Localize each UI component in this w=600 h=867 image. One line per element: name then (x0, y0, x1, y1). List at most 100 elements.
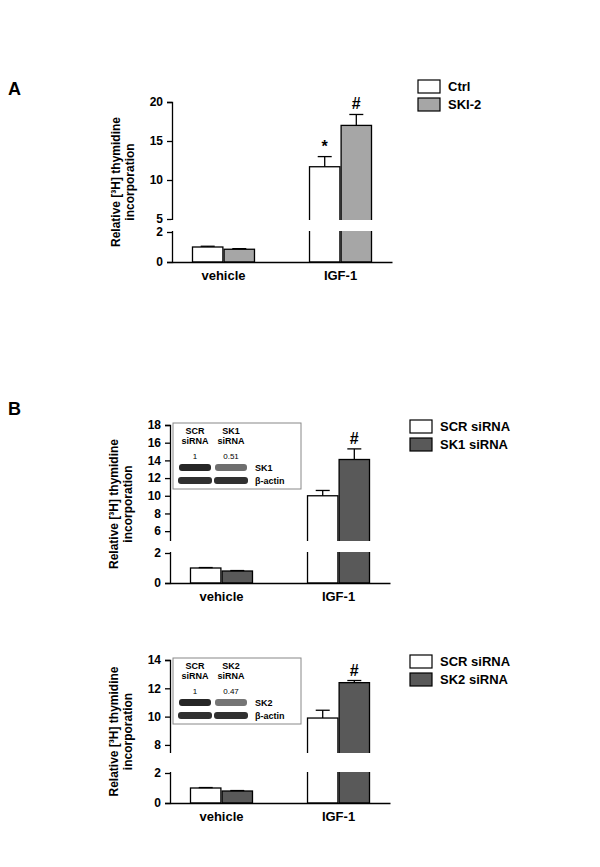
annotation: # (352, 95, 361, 112)
error-bar (347, 449, 361, 460)
error-cap (316, 710, 330, 711)
y-tick: 0 (156, 255, 172, 269)
y-tick-mark (165, 583, 170, 584)
y-tick-label: 6 (154, 524, 161, 538)
legend: CtrlSKI-2 (418, 79, 481, 112)
error-bar (199, 567, 213, 568)
axis-break (171, 220, 397, 231)
y-tick-mark (165, 773, 170, 774)
blot-band (179, 699, 211, 706)
y-tick-mark (165, 478, 170, 479)
blot-band (215, 699, 247, 706)
bar (190, 788, 220, 803)
annotation: # (350, 430, 359, 447)
inset-column-label: SCRsiRNA (181, 661, 209, 681)
y-tick-label: 8 (154, 738, 161, 752)
error-cap (230, 570, 244, 571)
error-stem (324, 157, 325, 167)
inset-row-label: SK1 (255, 463, 273, 473)
x-tick-label: IGF-1 (324, 268, 357, 283)
y-axis-line (167, 103, 173, 263)
y-axis: 0 25 10 15 20 (150, 95, 173, 269)
y-tick-label: 10 (148, 710, 162, 724)
y-tick-label: 18 (148, 418, 162, 432)
y-axis-line (165, 661, 171, 804)
legend: SCR siRNASK1 siRNA (410, 419, 511, 452)
y-tick-label: 10 (150, 173, 164, 187)
x-tick-label: vehicle (199, 809, 243, 824)
y-tick: 10 (148, 489, 170, 503)
bar (192, 247, 222, 262)
bar (222, 791, 252, 803)
error-cap (230, 790, 244, 791)
y-tick-mark (165, 425, 170, 426)
y-tick-label: 0 (154, 576, 161, 590)
inset-ratio: 1 (193, 687, 198, 696)
y-tick-label: 20 (150, 95, 164, 109)
legend-swatch (410, 673, 432, 686)
error-cap (199, 787, 213, 788)
x-tick: vehicle (199, 803, 243, 824)
y-tick-label: 5 (156, 212, 163, 226)
y-tick-mark (167, 262, 172, 263)
chart: 025101520vehicleIGF-1*#Relative [³H] thy… (8, 79, 481, 283)
error-bar (230, 790, 244, 791)
x-tick: IGF-1 (324, 262, 357, 283)
error-bar (232, 248, 246, 250)
inset-row-label: β-actin (255, 711, 285, 721)
y-tick: 2 (154, 546, 170, 560)
legend-swatch (410, 438, 432, 451)
bar (222, 571, 252, 583)
y-tick-mark (167, 180, 172, 181)
inset-column-label: SCRsiRNA (181, 426, 209, 446)
error-cap (347, 680, 361, 681)
inset-ratio: 1 (193, 452, 198, 461)
x-axis-line (171, 583, 391, 584)
blot-inset: SCRsiRNA1SK1siRNA0.51SK1β-actin (173, 423, 301, 489)
error-stem (356, 114, 357, 125)
y-tick-label: 2 (156, 225, 163, 239)
y-tick: 12 (148, 682, 170, 696)
legend-swatch (410, 655, 432, 668)
y-tick-mark (165, 660, 170, 661)
chart: 02681012141618vehicleIGF-1#Relative [³H]… (8, 399, 511, 604)
y-tick-label: 15 (150, 134, 164, 148)
error-bar (199, 787, 213, 788)
axis-break (169, 753, 395, 772)
x-axis: vehicleIGF-1 (171, 803, 391, 824)
legend-label: Ctrl (448, 79, 470, 94)
y-tick: 14 (148, 653, 170, 667)
x-tick-label: vehicle (201, 268, 245, 283)
y-tick: 8 (154, 507, 170, 521)
inset-frame (173, 658, 301, 724)
legend-swatch (418, 80, 440, 93)
inset-column-label: SK1siRNA (217, 426, 245, 446)
bar (224, 249, 254, 262)
bar (339, 460, 369, 584)
y-tick-label: 8 (154, 507, 161, 521)
error-cap (316, 490, 330, 491)
y-tick-mark (165, 513, 170, 514)
y-tick: 10 (148, 710, 170, 724)
bar (308, 496, 338, 583)
y-tick-mark (167, 219, 172, 220)
y-axis: 028101214 (148, 653, 171, 810)
y-axis-title: Relative [³H] thymidineincorporation (107, 666, 135, 796)
chart: 028101214vehicleIGF-1#Relative [³H] thym… (107, 653, 511, 824)
annotation: * (322, 138, 329, 155)
error-bar (349, 114, 363, 125)
y-tick: 8 (154, 738, 170, 752)
y-tick: 15 (150, 134, 172, 148)
inset-row-label: SK2 (255, 698, 273, 708)
y-tick-mark (165, 460, 170, 461)
y-tick: 16 (148, 436, 170, 450)
blot-band (179, 464, 211, 471)
error-cap (347, 448, 361, 449)
x-tick: vehicle (201, 262, 245, 283)
blot-band-actin (178, 477, 212, 484)
x-axis-line (171, 803, 391, 804)
y-tick-mark (167, 232, 172, 233)
y-tick: 20 (150, 95, 172, 109)
y-tick-mark (165, 688, 170, 689)
legend-swatch (418, 98, 440, 111)
